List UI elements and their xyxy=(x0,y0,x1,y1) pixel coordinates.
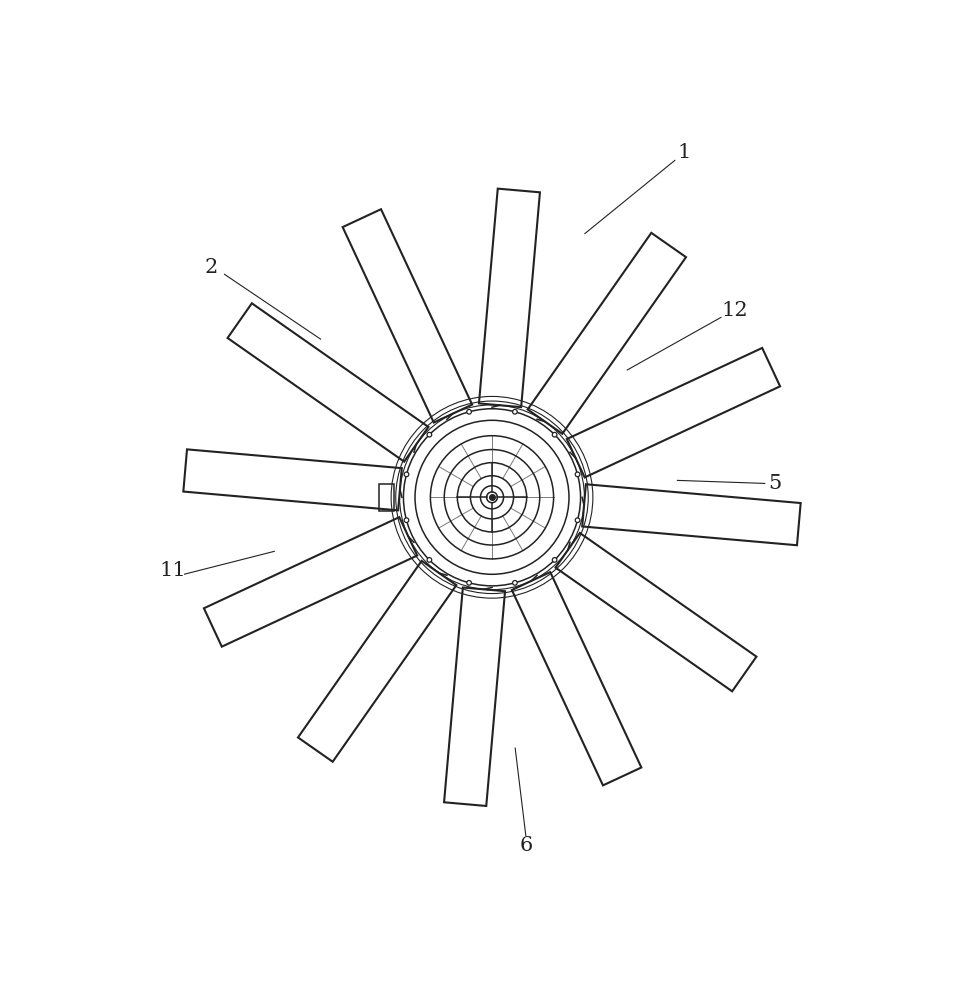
Circle shape xyxy=(467,581,471,585)
Circle shape xyxy=(575,518,580,523)
Text: 11: 11 xyxy=(159,561,186,580)
Text: 1: 1 xyxy=(678,143,691,162)
Circle shape xyxy=(404,472,409,477)
Circle shape xyxy=(575,472,580,477)
Circle shape xyxy=(427,432,432,437)
Text: 6: 6 xyxy=(520,836,533,855)
Circle shape xyxy=(552,558,557,562)
Bar xyxy=(379,484,395,511)
Text: 12: 12 xyxy=(721,301,748,320)
Text: 5: 5 xyxy=(769,474,782,493)
Circle shape xyxy=(552,432,557,437)
Circle shape xyxy=(513,409,517,414)
Circle shape xyxy=(427,558,432,562)
Circle shape xyxy=(513,581,517,585)
Text: 2: 2 xyxy=(204,258,218,277)
Circle shape xyxy=(467,409,471,414)
Circle shape xyxy=(404,518,409,523)
